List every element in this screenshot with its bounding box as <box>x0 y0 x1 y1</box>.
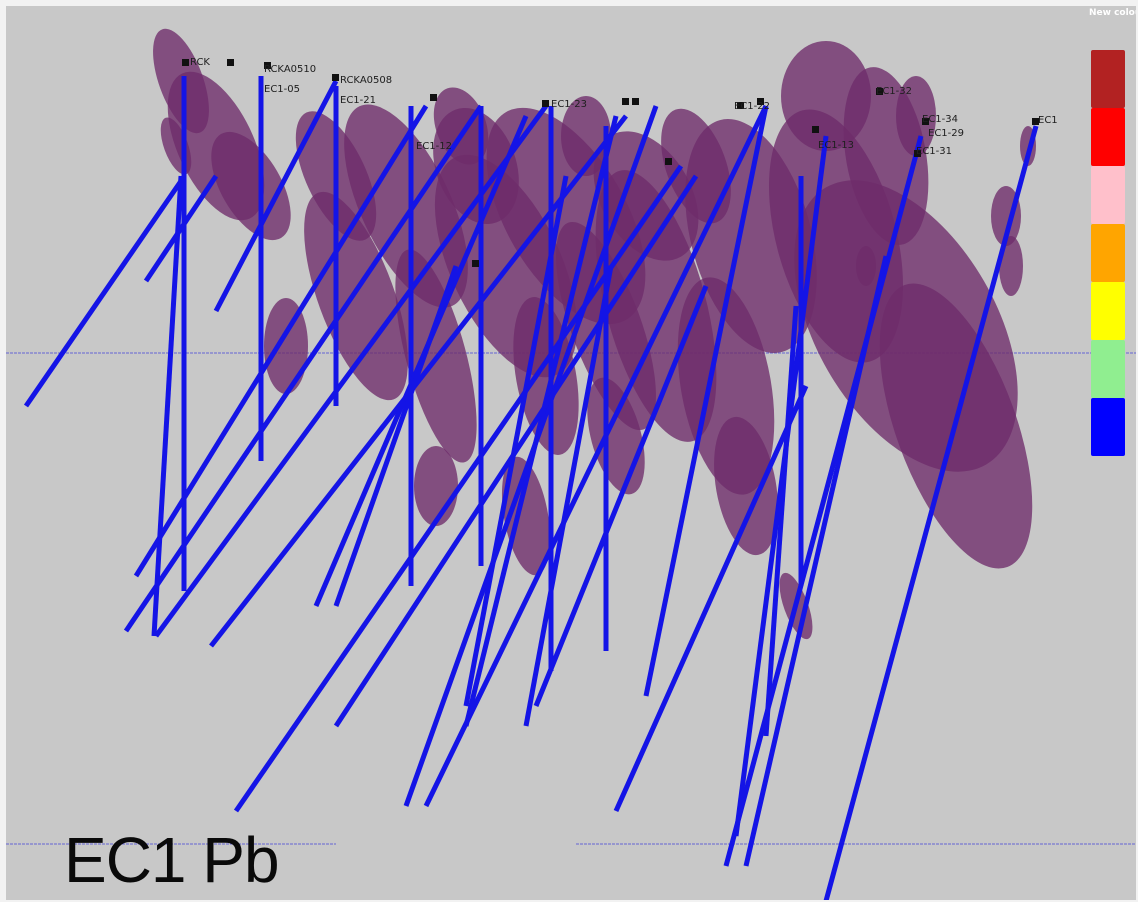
collar-marker <box>922 118 929 125</box>
hole-label: EC1-12 <box>416 141 452 152</box>
legend-title: New colour <box>1089 8 1136 18</box>
drillhole <box>233 164 684 813</box>
grade-shell <box>856 246 876 286</box>
hole-label: EC1-13 <box>818 140 854 151</box>
collar-marker <box>430 94 437 101</box>
grade-shell <box>414 446 458 526</box>
hole-label: RCKA0508 <box>340 75 392 86</box>
grade-shell <box>714 416 778 556</box>
drillhole <box>209 114 628 648</box>
collar-marker <box>812 126 819 133</box>
colour-legend: New colour <box>1079 6 1136 476</box>
legend-swatch <box>1091 108 1125 166</box>
hole-label: EC1-32 <box>876 86 912 97</box>
grade-shell <box>661 108 731 224</box>
legend-swatch <box>1091 50 1125 108</box>
hole-label: EC1-21 <box>340 95 376 106</box>
grade-shell <box>264 298 308 394</box>
drillhole <box>333 265 459 607</box>
drillhole <box>463 115 619 727</box>
collar-marker <box>227 59 234 66</box>
collar-marker <box>876 88 883 95</box>
grade-shell <box>587 377 645 495</box>
drillhole <box>463 175 569 707</box>
hole-label: EC1-29 <box>928 128 964 139</box>
drillhole <box>23 179 184 408</box>
legend-swatch <box>1091 398 1125 456</box>
collar-marker <box>757 98 764 105</box>
grade-shell <box>304 191 408 401</box>
drillhole <box>523 265 614 727</box>
collar-marker <box>737 102 744 109</box>
hole-label: EC1-05 <box>264 84 300 95</box>
hole-label: EC1-22 <box>734 101 770 112</box>
legend-swatch <box>1091 340 1125 398</box>
collar-marker <box>914 150 921 157</box>
hole-label: EC1-31 <box>916 146 952 157</box>
collar-marker <box>1032 118 1039 125</box>
drillhole <box>423 104 769 808</box>
drillholes <box>23 76 1039 900</box>
3d-viewport[interactable]: RCK RCKA0510 EC1-05 RCKA0508 EC1-21 EC1-… <box>6 6 1136 900</box>
figure-caption: EC1 Pb <box>64 824 280 896</box>
legend-swatch <box>1091 224 1125 282</box>
grade-shell <box>896 76 936 156</box>
hole-label: EC1-34 <box>922 114 958 125</box>
drillhole <box>643 105 769 697</box>
collar-marker <box>632 98 639 105</box>
grade-shell <box>433 87 489 165</box>
drillhole <box>151 175 184 637</box>
collar-marker <box>264 62 271 69</box>
collar-marker <box>665 158 672 165</box>
hole-label: RCK <box>190 57 210 68</box>
legend-swatch <box>1091 282 1125 340</box>
hole-label: EC1 <box>1038 115 1058 126</box>
drillhole-scene[interactable]: RCK RCKA0510 EC1-05 RCKA0508 EC1-21 EC1-… <box>6 6 1136 900</box>
hole-labels: RCK RCKA0510 EC1-05 RCKA0508 EC1-21 EC1-… <box>190 57 1058 157</box>
drillhole <box>533 285 709 707</box>
collar-marker <box>622 98 629 105</box>
legend-swatch <box>1091 166 1125 224</box>
drillhole <box>763 305 799 737</box>
drillhole <box>143 174 219 283</box>
drillhole <box>823 125 1039 900</box>
collar-marker <box>472 260 479 267</box>
grade-shell <box>999 236 1023 296</box>
grade-shell <box>211 131 291 241</box>
hole-label: RCKA0510 <box>264 64 316 75</box>
drillhole <box>153 104 549 638</box>
drillhole <box>123 104 484 633</box>
drillhole <box>613 384 809 813</box>
grade-shell <box>561 96 611 176</box>
collar-markers <box>182 59 1039 267</box>
hole-label: EC1-23 <box>551 99 587 110</box>
collar-marker <box>542 100 549 107</box>
collar-marker <box>182 59 189 66</box>
drillhole <box>213 79 339 313</box>
collar-marker <box>332 74 339 81</box>
grade-shell <box>501 456 551 576</box>
drillhole <box>133 104 429 578</box>
drillhole <box>743 255 889 867</box>
drillhole <box>723 135 924 867</box>
